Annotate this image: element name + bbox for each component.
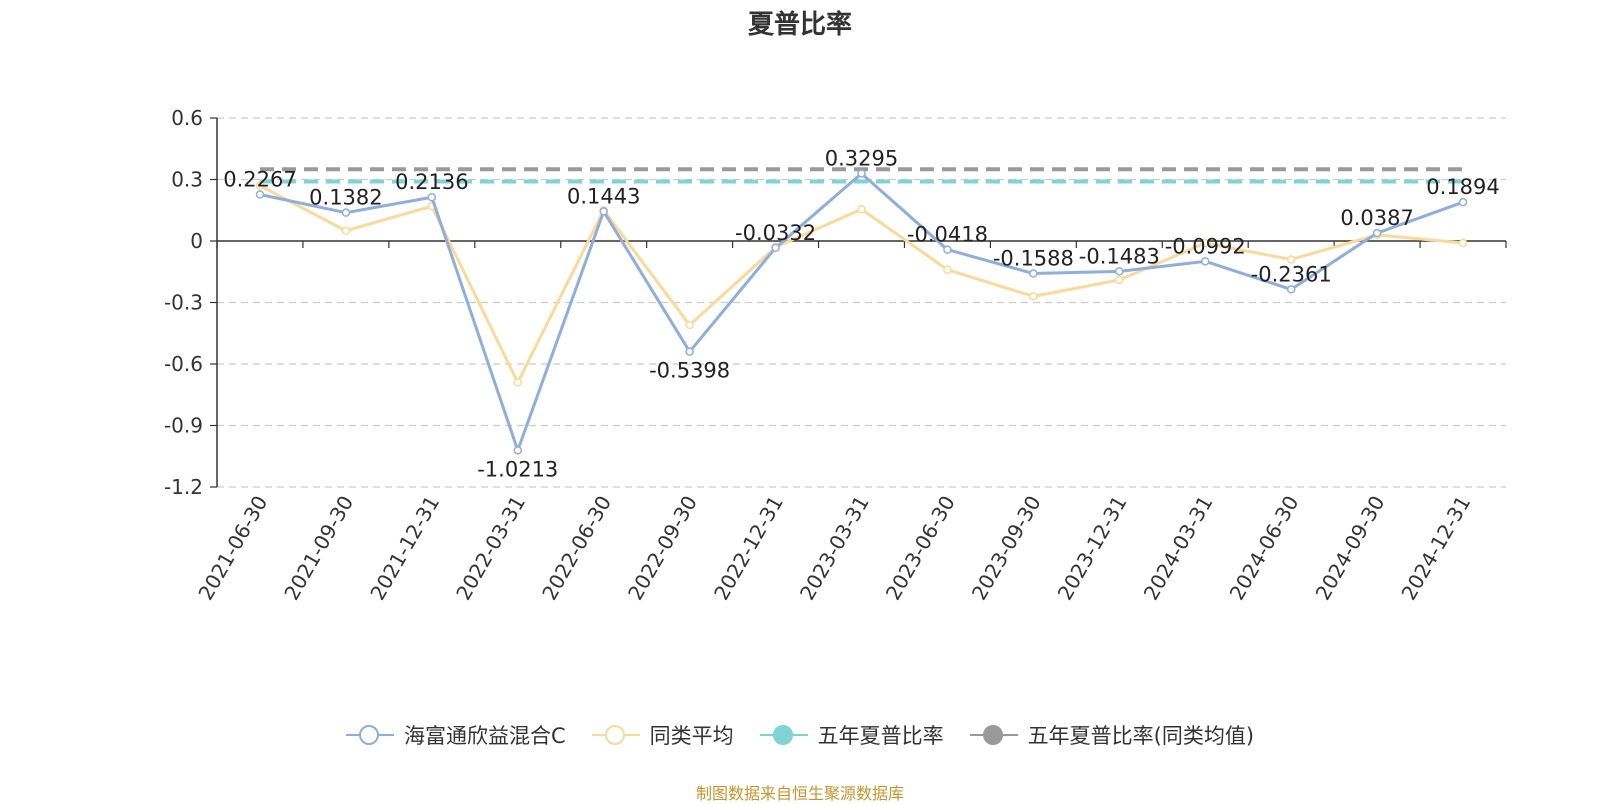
fund-point bbox=[943, 245, 952, 254]
legend-item-five-year-avg[interactable]: 五年夏普比率(同类均值) bbox=[969, 720, 1255, 750]
data-label: 0.3295 bbox=[825, 146, 898, 170]
y-tick-label: 0.3 bbox=[171, 168, 203, 192]
legend-item-five-year[interactable]: 五年夏普比率 bbox=[759, 720, 944, 750]
legend-fund-line-icon bbox=[345, 725, 394, 745]
x-tick-label: 2021-09-30 bbox=[279, 492, 358, 605]
category-avg-point bbox=[1200, 238, 1210, 248]
category-avg-point bbox=[943, 265, 952, 274]
fund-point bbox=[685, 347, 694, 356]
legend-item-fund[interactable]: 海富通欣益混合C bbox=[345, 720, 566, 750]
data-label: -0.5398 bbox=[649, 359, 730, 383]
data-label: -0.0992 bbox=[1165, 234, 1246, 258]
x-tick-label: 2024-12-31 bbox=[1396, 492, 1475, 605]
fund-point bbox=[1200, 257, 1210, 266]
x-tick-label: 2023-03-31 bbox=[795, 492, 874, 605]
data-label: -0.2361 bbox=[1251, 262, 1332, 286]
legend-label: 海富通欣益混合C bbox=[403, 724, 566, 748]
x-tick-label: 2022-06-30 bbox=[537, 492, 616, 605]
category-avg-point bbox=[685, 320, 694, 330]
category-avg-point bbox=[255, 181, 265, 190]
data-label: -0.1483 bbox=[1079, 244, 1160, 268]
x-tick-label: 2023-12-31 bbox=[1053, 492, 1132, 605]
y-tick-label: -1.2 bbox=[164, 475, 203, 499]
category-avg-point bbox=[1286, 255, 1296, 264]
category-avg-point bbox=[341, 226, 351, 235]
legend-avg-line-icon bbox=[591, 725, 640, 745]
data-label: 0.1894 bbox=[1426, 175, 1499, 199]
fund-point bbox=[1372, 228, 1382, 238]
x-tick-label: 2021-12-31 bbox=[365, 492, 444, 605]
x-tick-label: 2022-09-30 bbox=[623, 492, 702, 605]
fund-point bbox=[427, 192, 437, 202]
legend-label: 五年夏普比率 bbox=[817, 724, 944, 748]
x-tick-label: 2022-03-31 bbox=[451, 492, 530, 605]
x-tick-label: 2024-06-30 bbox=[1225, 492, 1304, 605]
fund-point bbox=[341, 208, 351, 217]
y-tick-label: -0.9 bbox=[164, 414, 203, 438]
data-label: 0.1382 bbox=[309, 186, 382, 210]
legend-label: 同类平均 bbox=[649, 724, 734, 748]
legend-five-year-avg-line-icon bbox=[969, 725, 1018, 745]
y-tick-label: 0.6 bbox=[171, 106, 203, 130]
x-tick-label: 2023-09-30 bbox=[967, 492, 1046, 605]
fund-point bbox=[599, 207, 608, 216]
source-note: 制图数据来自恒生聚源数据库 bbox=[695, 784, 904, 803]
legend: 海富通欣益混合C 同类平均 五年夏普比率 五年夏普比率(同类均值) bbox=[0, 720, 1600, 750]
fund-line bbox=[259, 171, 1464, 452]
category-avg-point bbox=[1115, 275, 1124, 285]
fund-point bbox=[255, 190, 265, 199]
data-label: 0.2136 bbox=[395, 170, 468, 194]
data-label: 0.0387 bbox=[1340, 206, 1413, 230]
fund-point bbox=[771, 243, 780, 253]
y-tick-label: -0.3 bbox=[164, 291, 203, 315]
y-tick-label: -0.6 bbox=[164, 352, 203, 376]
fund-point bbox=[1115, 267, 1124, 276]
x-tick-label: 2023-06-30 bbox=[881, 492, 960, 605]
category-avg-point bbox=[513, 378, 523, 387]
category-avg-point bbox=[1458, 238, 1468, 248]
fund-point bbox=[1458, 197, 1468, 207]
data-label: 0.2267 bbox=[223, 168, 296, 192]
legend-item-category-avg[interactable]: 同类平均 bbox=[591, 720, 734, 750]
x-tick-label: 2024-03-31 bbox=[1139, 492, 1218, 605]
x-tick-label: 2024-09-30 bbox=[1311, 492, 1390, 605]
data-label: -1.0213 bbox=[477, 457, 558, 481]
category-avg-point bbox=[1029, 292, 1038, 301]
chart-title: 夏普比率 bbox=[747, 10, 852, 40]
category-avg-point bbox=[857, 204, 866, 214]
fund-point bbox=[513, 446, 523, 455]
fund-point bbox=[1286, 285, 1296, 294]
data-label: -0.1588 bbox=[993, 247, 1074, 271]
legend-five-year-line-icon bbox=[759, 725, 808, 745]
fund-point bbox=[1029, 269, 1038, 278]
data-label: -0.0332 bbox=[735, 221, 816, 245]
fund-point bbox=[857, 169, 866, 178]
data-label: -0.0418 bbox=[907, 223, 988, 247]
y-tick-label: 0 bbox=[190, 229, 203, 253]
data-label: 0.1443 bbox=[567, 184, 640, 208]
legend-label: 五年夏普比率(同类均值) bbox=[1027, 724, 1255, 748]
x-tick-label: 2021-06-30 bbox=[193, 492, 272, 605]
x-tick-label: 2022-12-31 bbox=[709, 492, 788, 605]
